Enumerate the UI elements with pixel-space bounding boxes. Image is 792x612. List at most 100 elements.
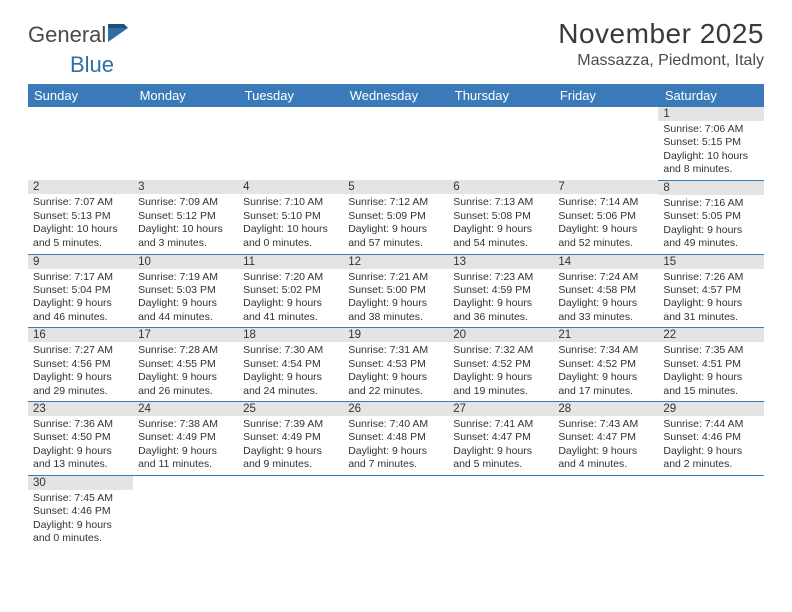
day-details: Sunrise: 7:38 AMSunset: 4:49 PMDaylight:… xyxy=(133,416,238,475)
day-cell-10: 10Sunrise: 7:19 AMSunset: 5:03 PMDayligh… xyxy=(133,254,238,328)
empty-cell xyxy=(133,107,238,180)
day-number: 8 xyxy=(658,181,763,195)
day-number: 25 xyxy=(238,402,343,416)
day-details: Sunrise: 7:12 AMSunset: 5:09 PMDaylight:… xyxy=(343,194,448,253)
day-cell-1: 1Sunrise: 7:06 AMSunset: 5:15 PMDaylight… xyxy=(658,107,763,180)
day-number: 3 xyxy=(133,180,238,194)
day-cell-26: 26Sunrise: 7:40 AMSunset: 4:48 PMDayligh… xyxy=(343,402,448,476)
day-number: 5 xyxy=(343,180,448,194)
day-cell-21: 21Sunrise: 7:34 AMSunset: 4:52 PMDayligh… xyxy=(553,328,658,402)
day-number: 12 xyxy=(343,255,448,269)
day-number: 11 xyxy=(238,255,343,269)
day-number: 22 xyxy=(658,328,763,342)
empty-cell xyxy=(133,475,238,548)
day-number: 14 xyxy=(553,255,658,269)
day-cell-18: 18Sunrise: 7:30 AMSunset: 4:54 PMDayligh… xyxy=(238,328,343,402)
calendar-table: SundayMondayTuesdayWednesdayThursdayFrid… xyxy=(28,84,764,549)
day-number: 21 xyxy=(553,328,658,342)
day-details: Sunrise: 7:45 AMSunset: 4:46 PMDaylight:… xyxy=(28,490,133,549)
day-details: Sunrise: 7:34 AMSunset: 4:52 PMDaylight:… xyxy=(553,342,658,401)
day-cell-29: 29Sunrise: 7:44 AMSunset: 4:46 PMDayligh… xyxy=(658,402,763,476)
day-details: Sunrise: 7:30 AMSunset: 4:54 PMDaylight:… xyxy=(238,342,343,401)
day-cell-24: 24Sunrise: 7:38 AMSunset: 4:49 PMDayligh… xyxy=(133,402,238,476)
day-cell-7: 7Sunrise: 7:14 AMSunset: 5:06 PMDaylight… xyxy=(553,180,658,254)
day-cell-8: 8Sunrise: 7:16 AMSunset: 5:05 PMDaylight… xyxy=(658,180,763,254)
day-number: 2 xyxy=(28,180,133,194)
day-details: Sunrise: 7:23 AMSunset: 4:59 PMDaylight:… xyxy=(448,269,553,328)
day-details: Sunrise: 7:41 AMSunset: 4:47 PMDaylight:… xyxy=(448,416,553,475)
day-details: Sunrise: 7:24 AMSunset: 4:58 PMDaylight:… xyxy=(553,269,658,328)
day-cell-6: 6Sunrise: 7:13 AMSunset: 5:08 PMDaylight… xyxy=(448,180,553,254)
day-number: 28 xyxy=(553,402,658,416)
day-details: Sunrise: 7:09 AMSunset: 5:12 PMDaylight:… xyxy=(133,194,238,253)
day-details: Sunrise: 7:17 AMSunset: 5:04 PMDaylight:… xyxy=(28,269,133,328)
day-details: Sunrise: 7:43 AMSunset: 4:47 PMDaylight:… xyxy=(553,416,658,475)
col-header-thursday: Thursday xyxy=(448,84,553,107)
day-details: Sunrise: 7:31 AMSunset: 4:53 PMDaylight:… xyxy=(343,342,448,401)
day-cell-19: 19Sunrise: 7:31 AMSunset: 4:53 PMDayligh… xyxy=(343,328,448,402)
empty-cell xyxy=(343,107,448,180)
day-number: 19 xyxy=(343,328,448,342)
day-cell-4: 4Sunrise: 7:10 AMSunset: 5:10 PMDaylight… xyxy=(238,180,343,254)
day-details: Sunrise: 7:19 AMSunset: 5:03 PMDaylight:… xyxy=(133,269,238,328)
day-cell-11: 11Sunrise: 7:20 AMSunset: 5:02 PMDayligh… xyxy=(238,254,343,328)
empty-cell xyxy=(658,475,763,548)
day-cell-16: 16Sunrise: 7:27 AMSunset: 4:56 PMDayligh… xyxy=(28,328,133,402)
empty-cell xyxy=(238,107,343,180)
day-number: 1 xyxy=(658,107,763,121)
day-cell-2: 2Sunrise: 7:07 AMSunset: 5:13 PMDaylight… xyxy=(28,180,133,254)
day-details: Sunrise: 7:28 AMSunset: 4:55 PMDaylight:… xyxy=(133,342,238,401)
logo-flag-icon xyxy=(108,24,134,42)
day-details: Sunrise: 7:44 AMSunset: 4:46 PMDaylight:… xyxy=(658,416,763,475)
day-number: 4 xyxy=(238,180,343,194)
day-number: 30 xyxy=(28,476,133,490)
day-number: 10 xyxy=(133,255,238,269)
day-cell-25: 25Sunrise: 7:39 AMSunset: 4:49 PMDayligh… xyxy=(238,402,343,476)
day-cell-12: 12Sunrise: 7:21 AMSunset: 5:00 PMDayligh… xyxy=(343,254,448,328)
day-cell-15: 15Sunrise: 7:26 AMSunset: 4:57 PMDayligh… xyxy=(658,254,763,328)
day-cell-20: 20Sunrise: 7:32 AMSunset: 4:52 PMDayligh… xyxy=(448,328,553,402)
day-details: Sunrise: 7:14 AMSunset: 5:06 PMDaylight:… xyxy=(553,194,658,253)
day-cell-9: 9Sunrise: 7:17 AMSunset: 5:04 PMDaylight… xyxy=(28,254,133,328)
day-number: 18 xyxy=(238,328,343,342)
day-details: Sunrise: 7:40 AMSunset: 4:48 PMDaylight:… xyxy=(343,416,448,475)
day-cell-14: 14Sunrise: 7:24 AMSunset: 4:58 PMDayligh… xyxy=(553,254,658,328)
day-cell-17: 17Sunrise: 7:28 AMSunset: 4:55 PMDayligh… xyxy=(133,328,238,402)
day-cell-5: 5Sunrise: 7:12 AMSunset: 5:09 PMDaylight… xyxy=(343,180,448,254)
day-number: 26 xyxy=(343,402,448,416)
day-details: Sunrise: 7:27 AMSunset: 4:56 PMDaylight:… xyxy=(28,342,133,401)
day-details: Sunrise: 7:20 AMSunset: 5:02 PMDaylight:… xyxy=(238,269,343,328)
day-number: 20 xyxy=(448,328,553,342)
day-details: Sunrise: 7:39 AMSunset: 4:49 PMDaylight:… xyxy=(238,416,343,475)
day-number: 24 xyxy=(133,402,238,416)
col-header-monday: Monday xyxy=(133,84,238,107)
col-header-tuesday: Tuesday xyxy=(238,84,343,107)
empty-cell xyxy=(448,107,553,180)
day-details: Sunrise: 7:21 AMSunset: 5:00 PMDaylight:… xyxy=(343,269,448,328)
logo-text-1: General xyxy=(28,22,106,47)
col-header-friday: Friday xyxy=(553,84,658,107)
day-cell-23: 23Sunrise: 7:36 AMSunset: 4:50 PMDayligh… xyxy=(28,402,133,476)
day-number: 6 xyxy=(448,180,553,194)
day-number: 23 xyxy=(28,402,133,416)
day-details: Sunrise: 7:06 AMSunset: 5:15 PMDaylight:… xyxy=(658,121,763,180)
empty-cell xyxy=(28,107,133,180)
day-details: Sunrise: 7:07 AMSunset: 5:13 PMDaylight:… xyxy=(28,194,133,253)
day-number: 16 xyxy=(28,328,133,342)
day-details: Sunrise: 7:35 AMSunset: 4:51 PMDaylight:… xyxy=(658,342,763,401)
day-cell-3: 3Sunrise: 7:09 AMSunset: 5:12 PMDaylight… xyxy=(133,180,238,254)
empty-cell xyxy=(448,475,553,548)
day-cell-22: 22Sunrise: 7:35 AMSunset: 4:51 PMDayligh… xyxy=(658,328,763,402)
day-number: 13 xyxy=(448,255,553,269)
col-header-wednesday: Wednesday xyxy=(343,84,448,107)
day-number: 29 xyxy=(658,402,763,416)
day-details: Sunrise: 7:16 AMSunset: 5:05 PMDaylight:… xyxy=(658,195,763,254)
day-details: Sunrise: 7:36 AMSunset: 4:50 PMDaylight:… xyxy=(28,416,133,475)
page-title: November 2025 xyxy=(558,18,764,50)
day-details: Sunrise: 7:13 AMSunset: 5:08 PMDaylight:… xyxy=(448,194,553,253)
day-number: 7 xyxy=(553,180,658,194)
day-number: 27 xyxy=(448,402,553,416)
day-cell-27: 27Sunrise: 7:41 AMSunset: 4:47 PMDayligh… xyxy=(448,402,553,476)
day-cell-28: 28Sunrise: 7:43 AMSunset: 4:47 PMDayligh… xyxy=(553,402,658,476)
day-cell-30: 30Sunrise: 7:45 AMSunset: 4:46 PMDayligh… xyxy=(28,475,133,548)
